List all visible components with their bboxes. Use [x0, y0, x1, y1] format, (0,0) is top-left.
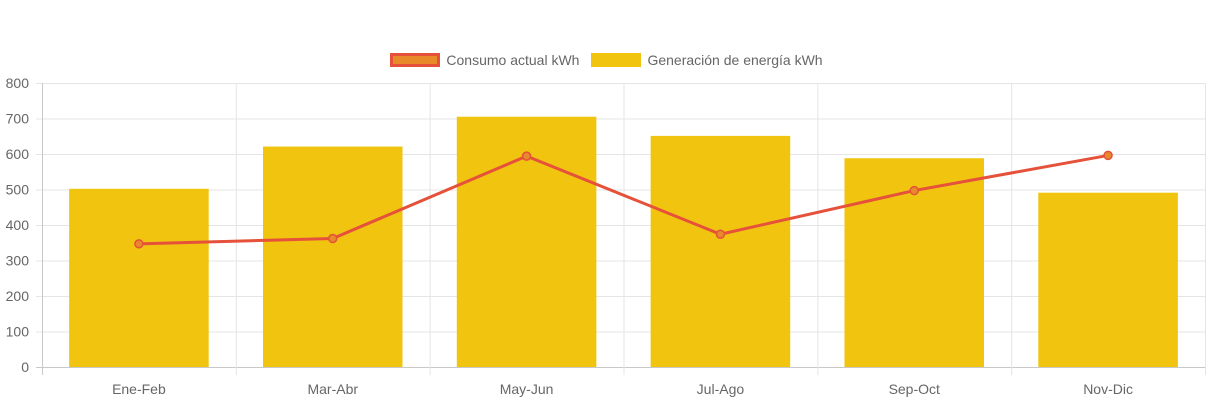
y-tick-label: 500 — [6, 182, 30, 198]
bar — [262, 146, 403, 367]
axes: 0 100 200 300 400 500 600 700 800 Ene-Feb Mar-Abr M… — [6, 75, 1133, 397]
x-tick-label: May-Jun — [500, 381, 554, 397]
y-tick-label: 800 — [6, 75, 30, 91]
line-point — [521, 151, 532, 161]
series-line-consumo — [138, 153, 1109, 246]
legend-item-consumo[interactable]: Consumo actual kWh — [390, 52, 579, 68]
x-tick-label: Sep-Oct — [889, 381, 940, 397]
legend-label-consumo: Consumo actual kWh — [446, 52, 580, 68]
bar — [69, 188, 209, 367]
y-tick-label: 600 — [6, 146, 30, 162]
bar-series — [69, 116, 1178, 367]
line-point — [134, 239, 144, 249]
bar — [650, 135, 791, 367]
line-series — [134, 150, 1113, 249]
x-tick-label: Jul-Ago — [697, 381, 745, 397]
y-tick-label: 300 — [6, 253, 30, 269]
legend-item-generacion[interactable]: Generación de energía kWh — [591, 52, 823, 68]
line-point — [715, 229, 726, 239]
legend-swatch-consumo — [390, 53, 441, 67]
x-tick-label: Nov-Dic — [1083, 381, 1133, 397]
line-point — [1103, 150, 1113, 161]
y-tick-label: 100 — [6, 324, 30, 340]
grid-lines — [36, 83, 1206, 375]
bar — [1038, 192, 1178, 367]
y-tick-label: 700 — [6, 111, 30, 127]
x-tick-label: Ene-Feb — [112, 381, 166, 397]
y-tick-label: 200 — [6, 288, 30, 304]
y-tick-label: 400 — [6, 217, 30, 233]
line-point — [909, 185, 919, 196]
x-tick-label: Mar-Abr — [307, 381, 358, 397]
legend-label-generacion: Generación de energía kWh — [647, 52, 823, 68]
chart-legend: Consumo actual kWh Generación de energía… — [0, 52, 1213, 68]
legend-swatch-generacion — [591, 53, 642, 67]
line-point — [328, 233, 338, 244]
y-tick-label: 0 — [21, 359, 29, 375]
